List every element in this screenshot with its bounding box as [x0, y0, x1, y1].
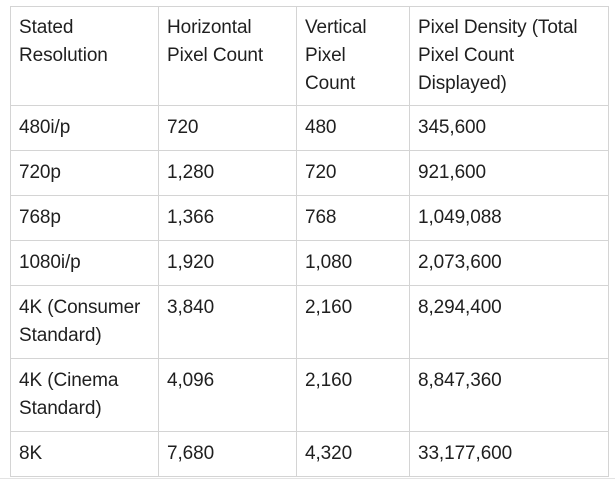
resolution-table: Stated Resolution Horizontal Pixel Count… [10, 6, 609, 477]
cell-stated-resolution: 768p [10, 195, 159, 241]
header-row: Stated Resolution Horizontal Pixel Count… [10, 6, 609, 106]
cell-stated-resolution: 480i/p [10, 105, 159, 151]
cell-horizontal-pixel-count: 4,096 [158, 358, 297, 432]
table-row: 768p 1,366 768 1,049,088 [10, 195, 609, 241]
cell-pixel-density: 921,600 [409, 150, 609, 196]
header-horizontal-pixel-count: Horizontal Pixel Count [158, 6, 297, 106]
cell-stated-resolution: 720p [10, 150, 159, 196]
cell-pixel-density: 8,294,400 [409, 285, 609, 359]
cell-stated-resolution: 8K [10, 431, 159, 477]
cell-vertical-pixel-count: 2,160 [296, 358, 410, 432]
cell-pixel-density: 33,177,600 [409, 431, 609, 477]
cell-vertical-pixel-count: 480 [296, 105, 410, 151]
cell-stated-resolution: 4K (Consumer Standard) [10, 285, 159, 359]
table-row: 1080i/p 1,920 1,080 2,073,600 [10, 240, 609, 286]
cell-horizontal-pixel-count: 1,920 [158, 240, 297, 286]
cell-vertical-pixel-count: 768 [296, 195, 410, 241]
cell-vertical-pixel-count: 4,320 [296, 431, 410, 477]
cell-horizontal-pixel-count: 1,280 [158, 150, 297, 196]
table-row: 4K (Consumer Standard) 3,840 2,160 8,294… [10, 285, 609, 359]
page-bottom-divider [0, 478, 615, 479]
table-row: 4K (Cinema Standard) 4,096 2,160 8,847,3… [10, 358, 609, 432]
table-row: 480i/p 720 480 345,600 [10, 105, 609, 151]
table-body: 480i/p 720 480 345,600 720p 1,280 720 92… [10, 105, 609, 477]
header-stated-resolution: Stated Resolution [10, 6, 159, 106]
resolution-table-container: Stated Resolution Horizontal Pixel Count… [10, 6, 609, 477]
cell-horizontal-pixel-count: 3,840 [158, 285, 297, 359]
cell-vertical-pixel-count: 1,080 [296, 240, 410, 286]
cell-pixel-density: 345,600 [409, 105, 609, 151]
cell-pixel-density: 2,073,600 [409, 240, 609, 286]
cell-horizontal-pixel-count: 1,366 [158, 195, 297, 241]
table-row: 720p 1,280 720 921,600 [10, 150, 609, 196]
cell-pixel-density: 1,049,088 [409, 195, 609, 241]
cell-stated-resolution: 1080i/p [10, 240, 159, 286]
header-pixel-density: Pixel Density (Total Pixel Count Display… [409, 6, 609, 106]
cell-horizontal-pixel-count: 720 [158, 105, 297, 151]
table-header: Stated Resolution Horizontal Pixel Count… [10, 6, 609, 106]
table-row: 8K 7,680 4,320 33,177,600 [10, 431, 609, 477]
cell-vertical-pixel-count: 2,160 [296, 285, 410, 359]
cell-stated-resolution: 4K (Cinema Standard) [10, 358, 159, 432]
cell-pixel-density: 8,847,360 [409, 358, 609, 432]
cell-vertical-pixel-count: 720 [296, 150, 410, 196]
cell-horizontal-pixel-count: 7,680 [158, 431, 297, 477]
header-vertical-pixel-count: Vertical Pixel Count [296, 6, 410, 106]
